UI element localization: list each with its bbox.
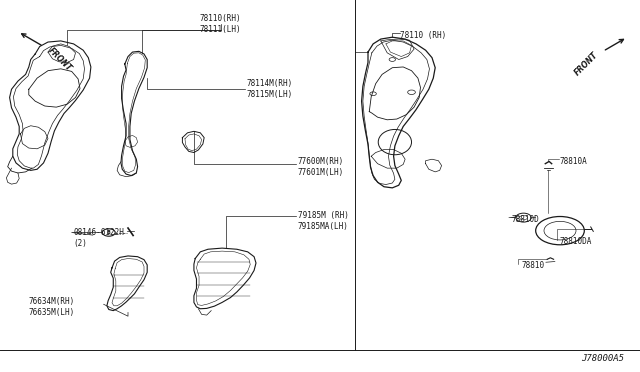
Text: 08146-6122H
(2): 08146-6122H (2) bbox=[74, 228, 124, 248]
Text: 79185M (RH)
79185MA(LH): 79185M (RH) 79185MA(LH) bbox=[298, 211, 348, 231]
Text: FRONT: FRONT bbox=[573, 50, 600, 77]
Text: 77600M(RH)
77601M(LH): 77600M(RH) 77601M(LH) bbox=[298, 157, 344, 177]
Text: 78110(RH)
78111(LH): 78110(RH) 78111(LH) bbox=[200, 14, 242, 34]
Text: 78810: 78810 bbox=[522, 262, 545, 270]
Text: J78000A5: J78000A5 bbox=[581, 354, 624, 363]
Text: 78810A: 78810A bbox=[560, 157, 588, 166]
Text: 76634M(RH)
76635M(LH): 76634M(RH) 76635M(LH) bbox=[29, 297, 75, 317]
Text: 78810D: 78810D bbox=[512, 215, 540, 224]
Text: 78810DA: 78810DA bbox=[560, 237, 593, 246]
Text: 78114M(RH)
78115M(LH): 78114M(RH) 78115M(LH) bbox=[246, 79, 292, 99]
Text: B: B bbox=[107, 230, 111, 235]
Text: FRONT: FRONT bbox=[46, 46, 73, 74]
Text: 78110 (RH): 78110 (RH) bbox=[400, 31, 446, 40]
